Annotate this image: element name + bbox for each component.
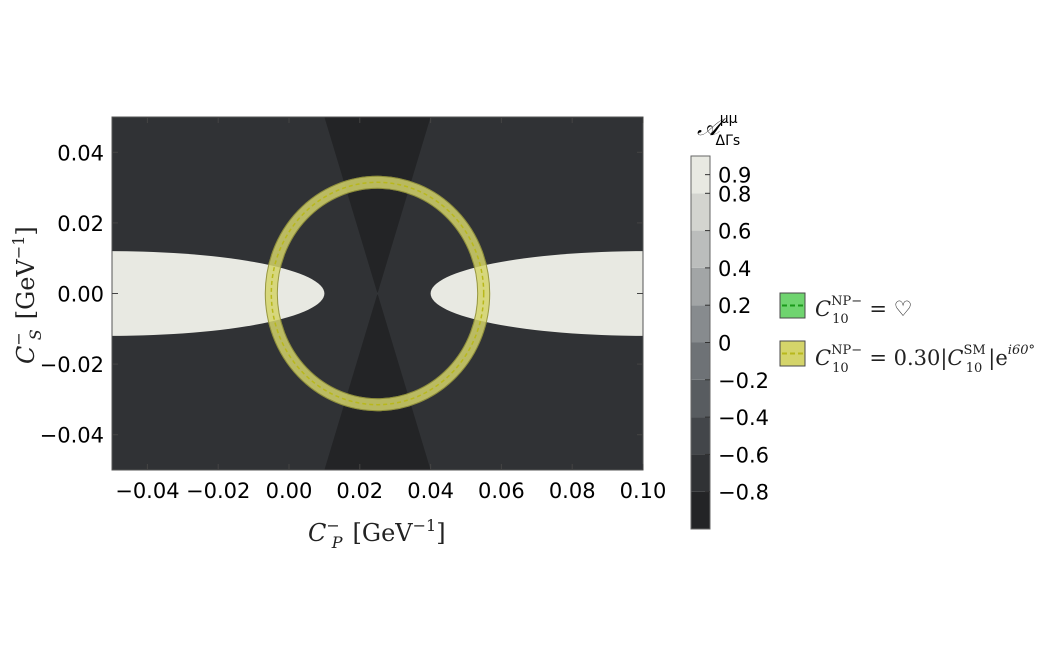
colorbar-tick-label: −0.2 (718, 369, 769, 393)
colorbar-band (691, 417, 710, 455)
x-axis-title: C− P [GeV−1] (308, 516, 446, 552)
colorbar-tick-label: −0.6 (718, 443, 769, 467)
region-outer-edge (264, 175, 491, 412)
region-inner-edge (276, 187, 479, 400)
colorbar-ticks: 0.90.8 0.6 0.4 0.2 0 −0.2 −0.4 −0.6 −0.8 (705, 164, 769, 505)
x-tick-label: 0.10 (620, 479, 667, 503)
colorbar-tick-label: 0.8 (718, 182, 751, 206)
colorbar-title: 𝒜μμ ΔΓs (697, 111, 740, 149)
colorbar-band (691, 491, 710, 529)
colorbar-band (691, 230, 710, 268)
legend: CNP− 10 = ♡ CNP− 10 = 0.30|CSM 10 |ei60° (779, 292, 1035, 376)
colorbar-tick-label: 0.9 (718, 164, 751, 188)
colorbar-band (691, 305, 710, 343)
legend-label-1: CNP− 10 = 0.30|CSM 10 |ei60° (815, 343, 1035, 376)
y-tick-label: 0.02 (57, 212, 104, 236)
colorbar-tick-label: 0.2 (718, 294, 751, 318)
region-centerline (270, 181, 485, 406)
x-tick-label: 0.02 (336, 479, 383, 503)
y-tick-label: 0.04 (57, 141, 104, 165)
x-tick-label: 0.04 (407, 479, 454, 503)
colorbar-tick-label: 0.4 (718, 257, 751, 281)
colorbar-band (691, 454, 710, 492)
colorbar-band (691, 342, 710, 380)
legend-item-0: CNP− 10 = ♡ (779, 292, 912, 327)
legend-item-1: CNP− 10 = 0.30|CSM 10 |ei60° (779, 340, 1035, 376)
x-tick-label: 0.08 (549, 479, 596, 503)
legend-label-0: CNP− 10 = ♡ (815, 294, 912, 327)
colorbar-band (691, 267, 710, 306)
y-tick-label: 0.00 (57, 283, 104, 307)
colorbar-tick-label: −0.8 (718, 481, 769, 505)
colorbar-band (691, 379, 710, 418)
colorbar (690, 155, 711, 530)
x-tick-label: 0.00 (266, 479, 313, 503)
allowed-region (264, 175, 491, 412)
y-axis: 0.04 0.02 0.00 −0.02 −0.04 (40, 141, 643, 448)
colorbar-tick-label: −0.4 (718, 406, 769, 430)
colorbar-tick-label: 0.6 (718, 220, 751, 244)
colorbar-band (691, 156, 710, 194)
y-tick-label: −0.02 (40, 353, 104, 377)
x-axis: −0.04 −0.02 0.00 0.02 0.04 0.06 0.08 0.10 (115, 117, 666, 503)
x-tick-label: 0.06 (478, 479, 525, 503)
colorbar-tick-label: 0 (718, 332, 731, 356)
y-axis-title: C−S[GeV−1] (9, 226, 45, 364)
x-tick-label: −0.02 (186, 479, 250, 503)
colorbar-band (691, 193, 710, 231)
x-tick-label: −0.04 (115, 479, 179, 503)
y-tick-label: −0.04 (40, 424, 104, 448)
